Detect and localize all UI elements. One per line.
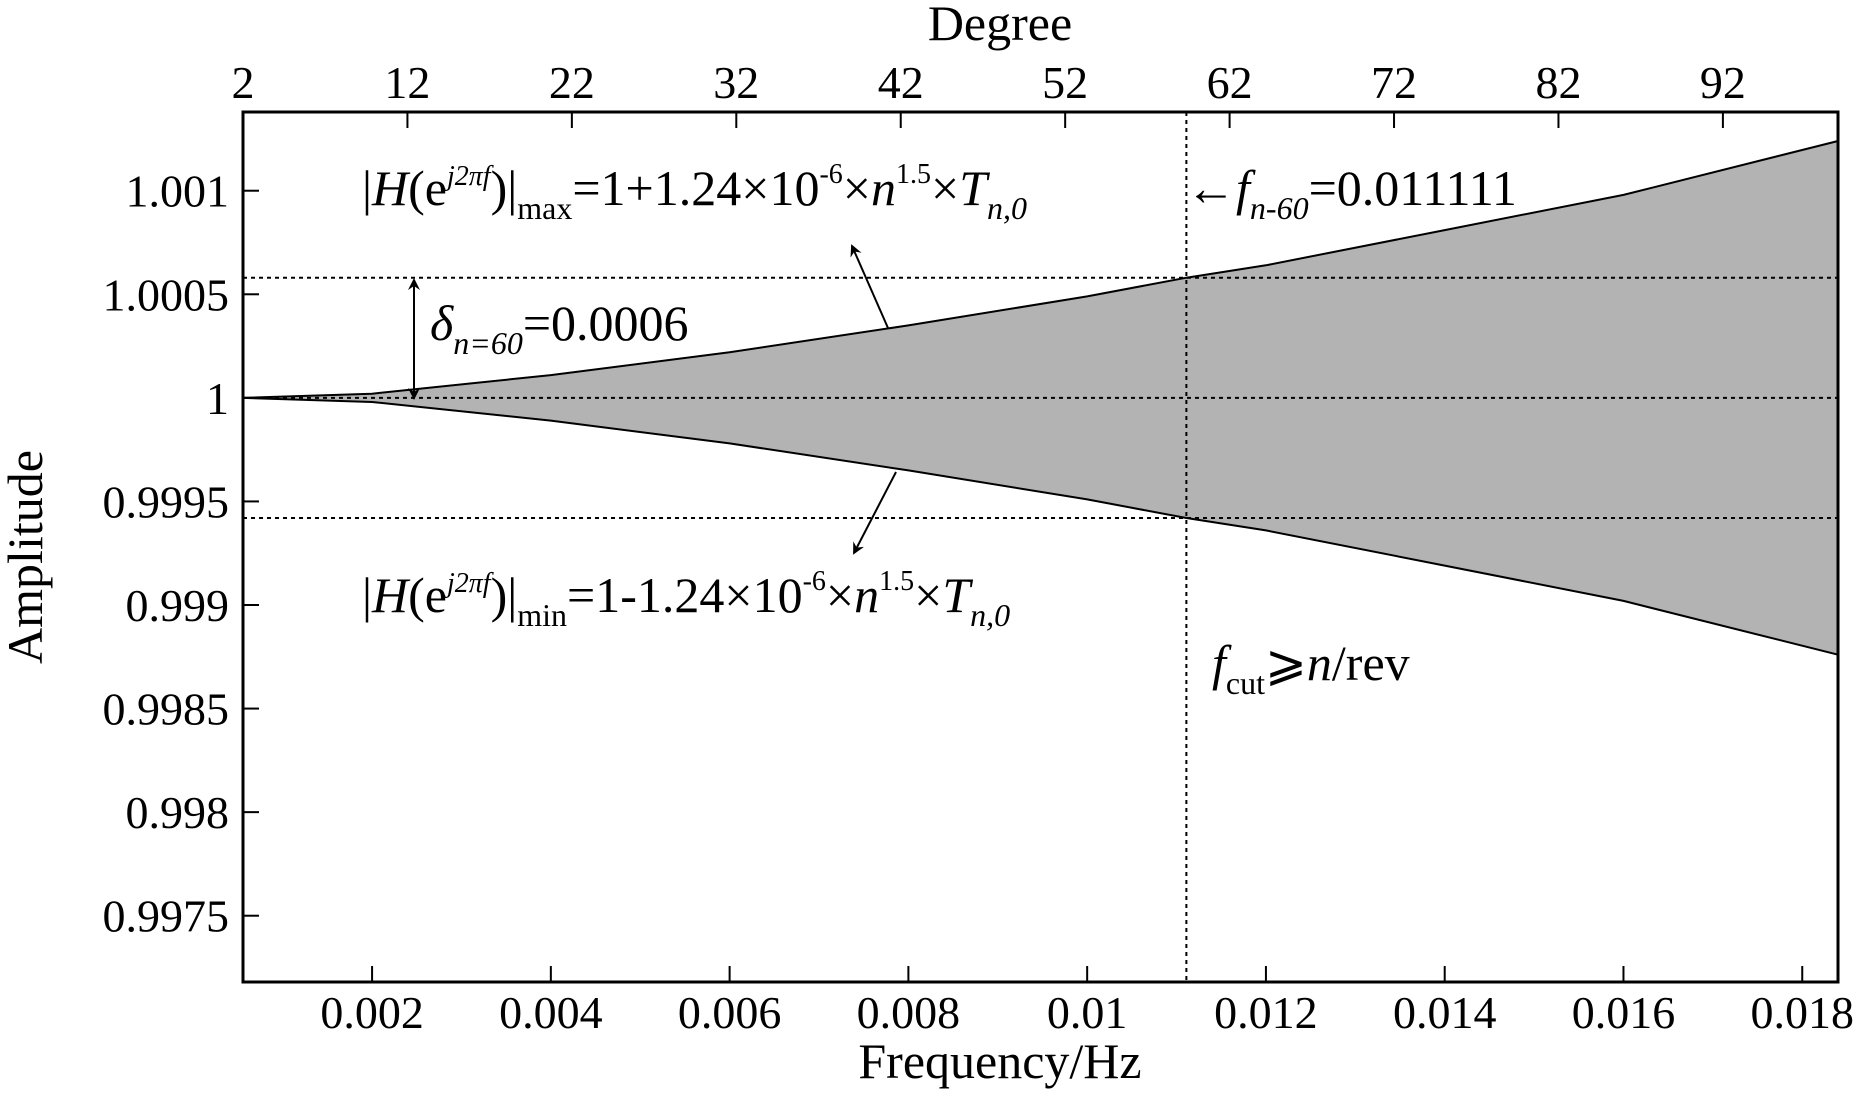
annotation-delta: δn=60=0.0006 bbox=[430, 295, 689, 361]
x-axis-title: Frequency/Hz bbox=[858, 1033, 1141, 1089]
top-tick-label: 2 bbox=[232, 57, 255, 108]
x-tick-label: 0.008 bbox=[857, 987, 961, 1038]
amplitude-envelope-area bbox=[243, 141, 1838, 655]
y-tick-label: 0.999 bbox=[126, 580, 230, 631]
y-tick-label: 0.9995 bbox=[103, 476, 230, 527]
y-tick-label: 1.001 bbox=[126, 166, 230, 217]
upper-bound-line bbox=[242, 140, 1839, 399]
top-tick-label: 12 bbox=[384, 57, 430, 108]
top-tick-label: 92 bbox=[1700, 57, 1746, 108]
y-tick-label: 1.0005 bbox=[103, 269, 230, 320]
x-tick-label: 0.018 bbox=[1750, 987, 1854, 1038]
y-tick-label: 1 bbox=[206, 373, 229, 424]
annotation-hmin: |H(ej2πf)|min=1-1.24×10-6×n1.5×Tn,0 bbox=[362, 566, 1010, 633]
y-axis-ticks: 1.001 1.0005 1 0.9995 0.999 0.9985 0.998 0.9975 bbox=[103, 166, 259, 942]
x-tick-label: 0.014 bbox=[1393, 987, 1497, 1038]
annotation-fn60: ←fn-60=0.011111 bbox=[1186, 160, 1517, 226]
top-tick-label: 62 bbox=[1207, 57, 1253, 108]
x-axis-ticks: 0.002 0.004 0.006 0.008 0.01 0.012 0.014 0.016 0… bbox=[320, 966, 1854, 1038]
x-tick-label: 0.01 bbox=[1047, 987, 1128, 1038]
top-tick-label: 32 bbox=[713, 57, 759, 108]
annotation-fcut: fcut⩾n/rev bbox=[1212, 635, 1410, 701]
x-tick-label: 0.016 bbox=[1572, 987, 1676, 1038]
y-tick-label: 0.9975 bbox=[103, 891, 230, 942]
y-axis-title: Amplitude bbox=[0, 450, 53, 664]
top-axis-title: Degree bbox=[928, 0, 1072, 51]
top-tick-label: 42 bbox=[878, 57, 924, 108]
lower-bound-line bbox=[242, 396, 1839, 656]
plot-frame bbox=[241, 110, 1840, 984]
y-tick-label: 0.9985 bbox=[103, 684, 230, 735]
x-tick-label: 0.012 bbox=[1214, 987, 1318, 1038]
top-tick-label: 82 bbox=[1535, 57, 1581, 108]
x-tick-label: 0.004 bbox=[499, 987, 603, 1038]
top-tick-label: 72 bbox=[1371, 57, 1417, 108]
top-tick-label: 22 bbox=[549, 57, 595, 108]
annotation-hmax: |H(ej2πf)|max=1+1.24×10-6×n1.5×Tn,0 bbox=[362, 159, 1027, 226]
top-tick-label: 52 bbox=[1042, 57, 1088, 108]
arrow-to-lower-bound bbox=[853, 471, 897, 555]
y-tick-label: 0.998 bbox=[126, 787, 230, 838]
reference-dotted-lines bbox=[243, 112, 1838, 982]
top-axis-ticks: 2 12 22 32 42 52 62 72 82 92 bbox=[232, 57, 1746, 128]
x-tick-label: 0.002 bbox=[320, 987, 424, 1038]
x-tick-label: 0.006 bbox=[678, 987, 782, 1038]
arrow-to-upper-bound bbox=[850, 244, 889, 329]
